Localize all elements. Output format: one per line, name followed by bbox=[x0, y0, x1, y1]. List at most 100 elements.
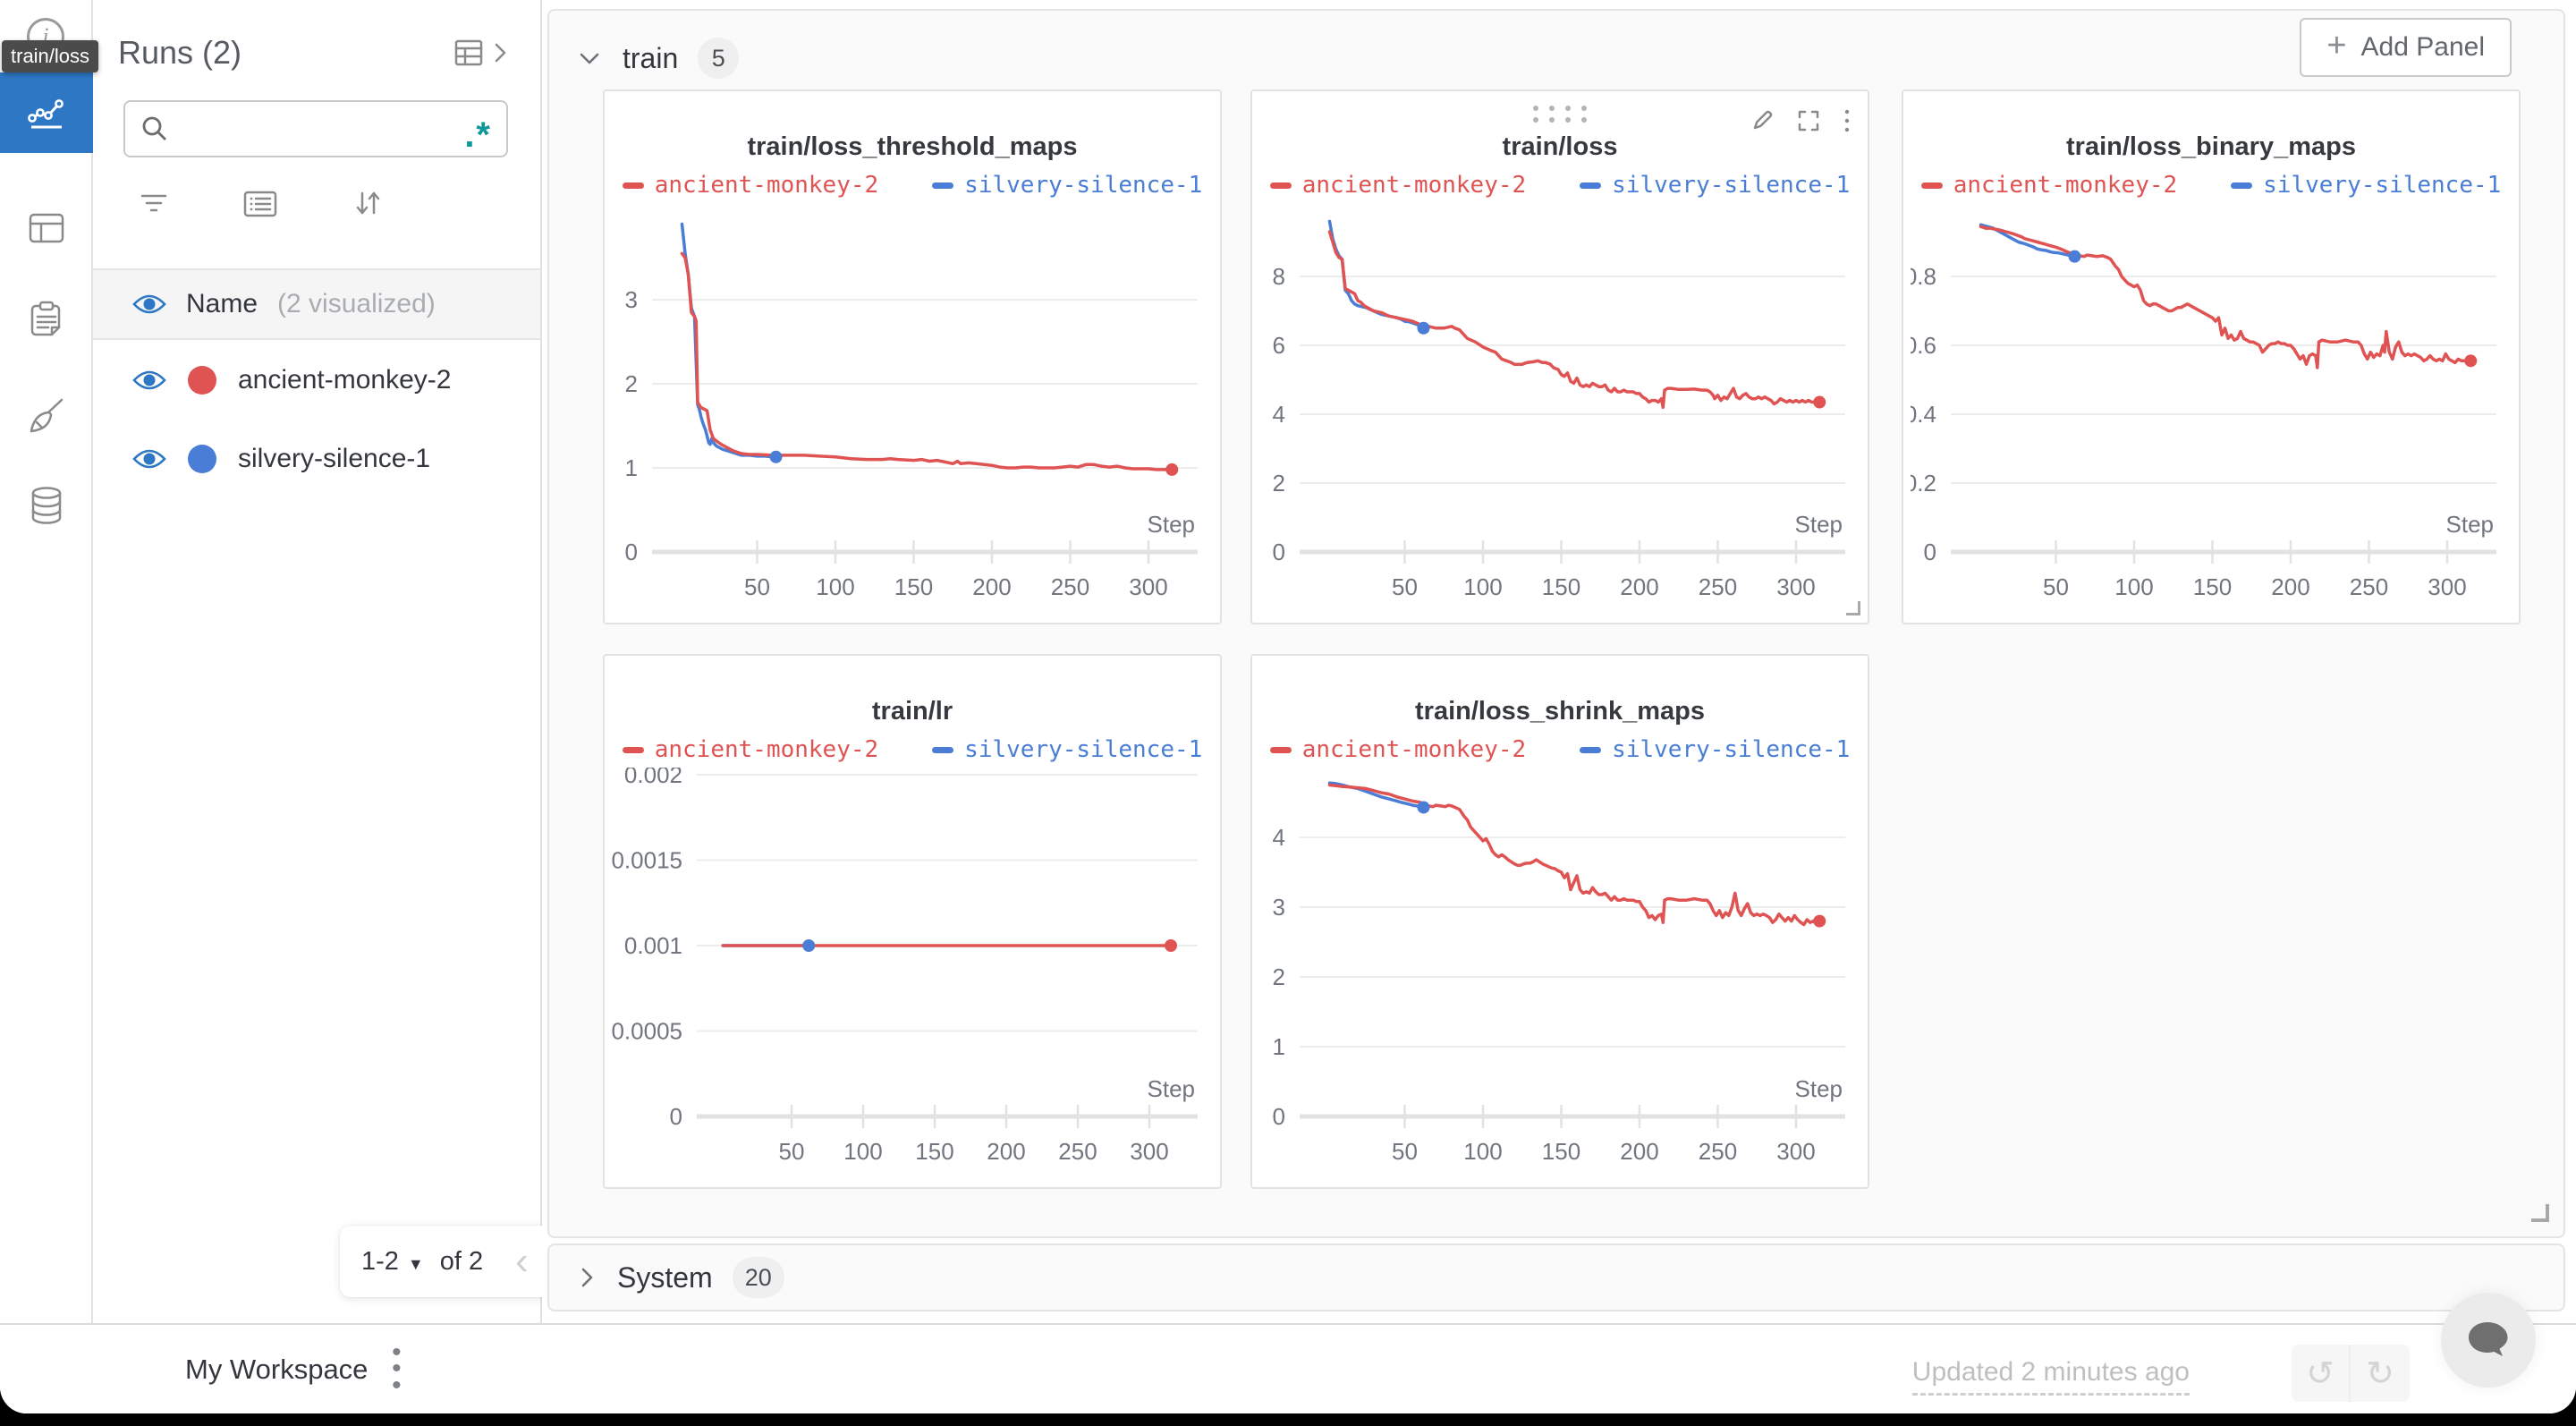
legend-run-name: silvery-silence-1 bbox=[1612, 172, 1851, 199]
panel-card[interactable]: train/lr ancient-monkey-2 silvery-silence-… bbox=[603, 654, 1222, 1189]
svg-text:150: 150 bbox=[894, 573, 933, 600]
legend-run-name: silvery-silence-1 bbox=[964, 172, 1203, 199]
svg-text:6: 6 bbox=[1273, 332, 1285, 359]
run-row[interactable]: ancient-monkey-2 bbox=[93, 342, 540, 419]
workspace-menu-icon[interactable]: • • • bbox=[392, 1337, 402, 1400]
legend-swatch bbox=[622, 746, 644, 753]
svg-text:0.2: 0.2 bbox=[1911, 470, 1936, 497]
legend-run-ancient-monkey-2[interactable]: ancient-monkey-2 bbox=[622, 172, 878, 199]
legend-swatch bbox=[2231, 182, 2253, 189]
legend-swatch bbox=[932, 746, 954, 753]
add-panel-label: Add Panel bbox=[2360, 32, 2485, 62]
run-search[interactable]: .* bbox=[123, 100, 508, 157]
svg-text:100: 100 bbox=[816, 573, 854, 600]
panel-card[interactable]: train/loss_threshold_maps ancient-monkey-… bbox=[603, 89, 1222, 624]
svg-text:300: 300 bbox=[1130, 1138, 1168, 1165]
nav-workspace-charts[interactable] bbox=[0, 72, 93, 153]
legend-run-ancient-monkey-2[interactable]: ancient-monkey-2 bbox=[1269, 172, 1527, 199]
nav-artifacts[interactable] bbox=[0, 481, 93, 530]
svg-text:0.8: 0.8 bbox=[1911, 263, 1936, 290]
updated-status[interactable]: Updated 2 minutes ago bbox=[1911, 1357, 2190, 1396]
panel-plot[interactable]: 0 1 2 3 50 100 150 200 250 300 Step bbox=[612, 203, 1216, 624]
legend-run-ancient-monkey-2[interactable]: ancient-monkey-2 bbox=[1920, 172, 2177, 199]
eye-icon[interactable] bbox=[132, 292, 166, 317]
legend-run-ancient-monkey-2[interactable]: ancient-monkey-2 bbox=[1269, 736, 1526, 763]
run-name[interactable]: silvery-silence-1 bbox=[238, 444, 431, 473]
sort-icon[interactable] bbox=[349, 184, 386, 222]
section-system-label[interactable]: System bbox=[617, 1260, 713, 1294]
svg-text:0: 0 bbox=[1273, 539, 1285, 565]
legend-run-silvery-silence-1[interactable]: silvery-silence-1 bbox=[932, 736, 1202, 763]
nav-sweeps[interactable] bbox=[0, 392, 93, 440]
plus-icon: + bbox=[2326, 26, 2347, 64]
svg-text:250: 250 bbox=[1051, 573, 1089, 600]
panel-card[interactable]: train/loss_binary_maps ancient-monkey-2 si… bbox=[1902, 89, 2521, 624]
run-color-dot bbox=[188, 445, 216, 473]
chevron-right-icon[interactable] bbox=[576, 1264, 597, 1291]
undo-button[interactable]: ↺ bbox=[2292, 1345, 2351, 1402]
svg-text:200: 200 bbox=[1620, 1138, 1658, 1165]
runs-visualized-count: (2 visualized) bbox=[277, 289, 436, 318]
panel-plot[interactable]: 0 0.0005 0.001 0.0015 0.002 50 100 150 200 250 300… bbox=[612, 768, 1216, 1188]
panel-plot[interactable]: 0 0.2 0.4 0.6 0.8 50 100 150 200 250 300 Step bbox=[1911, 203, 2515, 624]
left-icon-rail: i bbox=[0, 0, 93, 1413]
legend-swatch bbox=[1920, 182, 1943, 189]
run-row[interactable]: silvery-silence-1 bbox=[93, 420, 540, 497]
panel-menu-icon[interactable] bbox=[1843, 107, 1852, 134]
eye-icon[interactable] bbox=[132, 368, 166, 393]
drag-handle-icon[interactable] bbox=[1533, 106, 1587, 123]
expand-runs-table-button[interactable] bbox=[453, 36, 508, 70]
legend-run-silvery-silence-1[interactable]: silvery-silence-1 bbox=[1580, 736, 1850, 763]
svg-text:1: 1 bbox=[1273, 1033, 1285, 1060]
svg-text:300: 300 bbox=[1129, 573, 1167, 600]
svg-text:200: 200 bbox=[2271, 573, 2309, 600]
panel-title: train/loss_shrink_maps bbox=[1415, 697, 1705, 726]
panels-area: train 5 + Add Panel train/loss_threshold… bbox=[542, 0, 2576, 1324]
legend-run-silvery-silence-1[interactable]: silvery-silence-1 bbox=[1580, 172, 1850, 199]
filter-icon[interactable] bbox=[136, 185, 172, 221]
legend-run-name: silvery-silence-1 bbox=[964, 736, 1203, 763]
regex-toggle-icon[interactable]: .* bbox=[464, 115, 492, 155]
edit-panel-icon[interactable] bbox=[1750, 108, 1775, 133]
nav-runs-table[interactable] bbox=[0, 204, 93, 252]
workspace-title[interactable]: My Workspace bbox=[185, 1353, 369, 1385]
svg-text:200: 200 bbox=[1620, 573, 1658, 600]
legend-run-name: silvery-silence-1 bbox=[1612, 736, 1851, 763]
section-system[interactable]: System 20 bbox=[547, 1244, 2565, 1311]
chevron-down-icon[interactable] bbox=[576, 47, 603, 69]
panel-resize-handle[interactable] bbox=[1846, 601, 1860, 615]
panel-title: train/loss_binary_maps bbox=[2066, 132, 2356, 161]
chat-fab-button[interactable] bbox=[2441, 1293, 2536, 1388]
panel-title: train/loss bbox=[1502, 132, 1618, 161]
table-icon bbox=[24, 206, 69, 250]
fullscreen-icon[interactable] bbox=[1796, 108, 1821, 133]
panel-card[interactable]: train/loss_shrink_maps ancient-monkey-2 si… bbox=[1250, 654, 1869, 1189]
eye-icon[interactable] bbox=[132, 446, 166, 471]
line-chart-icon bbox=[25, 91, 68, 134]
page-range[interactable]: 1-2 bbox=[361, 1246, 399, 1276]
search-icon bbox=[142, 116, 166, 140]
panel-plot[interactable]: 0 2 4 6 8 50 100 150 200 250 300 Step bbox=[1259, 203, 1864, 624]
svg-text:100: 100 bbox=[1463, 1138, 1502, 1165]
chevron-right-icon bbox=[495, 43, 506, 63]
nav-logs[interactable] bbox=[0, 295, 93, 344]
redo-button[interactable]: ↻ bbox=[2351, 1345, 2410, 1402]
svg-text:250: 250 bbox=[1058, 1138, 1097, 1165]
add-panel-button[interactable]: + Add Panel bbox=[2300, 18, 2512, 77]
section-train-label[interactable]: train bbox=[623, 41, 679, 74]
panel-card[interactable]: train/loss ancient-monkey-2 silvery-silenc… bbox=[1250, 89, 1869, 624]
panel-plot[interactable]: 0 1 2 3 4 50 100 150 200 250 300 Step bbox=[1259, 768, 1864, 1188]
run-name[interactable]: ancient-monkey-2 bbox=[238, 365, 452, 395]
group-list-icon[interactable] bbox=[242, 185, 279, 221]
section-resize-handle[interactable] bbox=[2531, 1204, 2549, 1222]
search-input[interactable] bbox=[170, 115, 465, 143]
legend-run-silvery-silence-1[interactable]: silvery-silence-1 bbox=[2231, 172, 2501, 199]
database-icon bbox=[24, 483, 69, 528]
legend-run-name: ancient-monkey-2 bbox=[1301, 172, 1527, 199]
svg-text:2: 2 bbox=[625, 370, 638, 397]
legend-run-silvery-silence-1[interactable]: silvery-silence-1 bbox=[932, 172, 1202, 199]
runs-header-row[interactable]: Name (2 visualized) bbox=[93, 268, 540, 340]
page-size-caret-icon[interactable]: ▼ bbox=[407, 1254, 424, 1273]
panel-legend: ancient-monkey-2 silvery-silence-1 bbox=[605, 172, 1220, 199]
legend-run-ancient-monkey-2[interactable]: ancient-monkey-2 bbox=[622, 736, 878, 763]
